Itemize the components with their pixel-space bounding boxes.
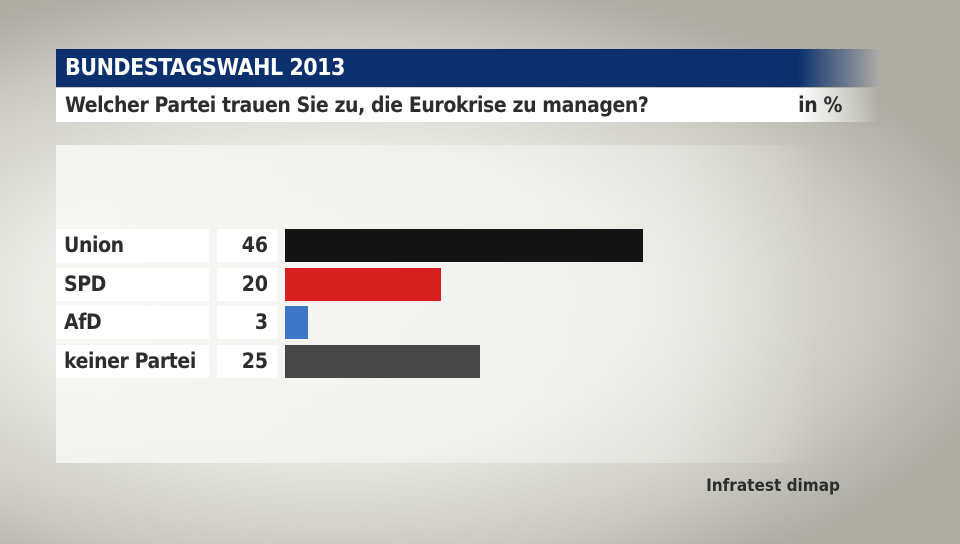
value-label: 20: [217, 268, 277, 301]
bar: [285, 306, 309, 339]
bar: [285, 268, 441, 301]
value-label: 3: [217, 306, 277, 339]
source-label: Infratest dimap: [706, 476, 840, 496]
value-label: 25: [217, 345, 277, 378]
category-label: SPD: [56, 268, 209, 301]
value-label: 46: [217, 229, 277, 262]
category-label: keiner Partei: [56, 345, 209, 378]
category-label: AfD: [56, 306, 209, 339]
question-bar: Welcher Partei trauen Sie zu, die Eurokr…: [56, 88, 880, 122]
unit-label: in %: [798, 93, 842, 117]
category-label: Union: [56, 229, 209, 262]
chart-title-bar: BUNDESTAGSWAHL 2013: [56, 49, 880, 87]
bar: [285, 345, 480, 378]
bar: [285, 229, 643, 262]
chart-background: [56, 145, 816, 463]
question-text: Welcher Partei trauen Sie zu, die Eurokr…: [65, 93, 649, 117]
chart-title: BUNDESTAGSWAHL 2013: [65, 55, 345, 81]
